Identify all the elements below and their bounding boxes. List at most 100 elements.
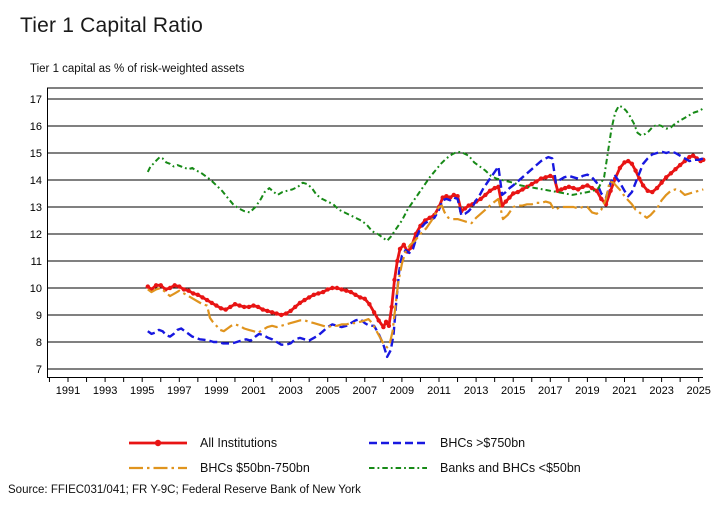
marker-all-institutions (478, 196, 483, 202)
marker-all-institutions (496, 184, 501, 189)
marker-all-institutions (548, 173, 553, 179)
x-tick-label: 1997 (167, 385, 191, 397)
marker-all-institutions (511, 191, 516, 196)
marker-all-institutions (520, 187, 525, 192)
marker-all-institutions (499, 203, 505, 208)
marker-all-institutions (389, 304, 394, 310)
marker-all-institutions (246, 304, 252, 310)
marker-all-institutions (260, 307, 265, 312)
marker-all-institutions (397, 246, 403, 252)
x-tick-label: 2023 (649, 385, 673, 397)
marker-all-institutions (288, 308, 293, 314)
marker-all-institutions (186, 288, 191, 293)
x-tick-label: 2017 (538, 385, 562, 397)
marker-all-institutions (524, 184, 530, 189)
y-tick-label: 15 (30, 148, 42, 160)
marker-all-institutions (677, 162, 683, 168)
marker-all-institutions (311, 292, 316, 297)
marker-all-institutions (650, 189, 655, 195)
legend-item-banks-bhcs-lt-50bn: Banks and BHCs <$50bn (368, 461, 628, 475)
marker-all-institutions (145, 284, 150, 289)
marker-all-institutions (200, 295, 205, 300)
marker-all-institutions (172, 283, 177, 288)
marker-all-institutions (302, 297, 307, 303)
marker-all-institutions (237, 303, 242, 308)
x-tick-label: 2005 (315, 385, 339, 397)
line-all-institutions (146, 154, 704, 329)
x-tick-label: 1991 (56, 385, 80, 397)
y-tick-label: 17 (30, 94, 42, 106)
marker-all-institutions (462, 206, 468, 211)
marker-all-institutions (466, 203, 471, 208)
marker-all-institutions (386, 323, 392, 328)
marker-all-institutions (645, 188, 650, 193)
axes (47, 87, 703, 378)
x-tick-label: 2001 (241, 385, 265, 397)
y-tick-label: 16 (30, 121, 42, 133)
marker-all-institutions (451, 192, 456, 198)
marker-all-institutions (316, 291, 321, 296)
marker-all-institutions (395, 258, 400, 264)
marker-all-institutions (585, 183, 590, 188)
marker-all-institutions (153, 283, 159, 288)
marker-all-institutions (228, 304, 233, 310)
marker-all-institutions (297, 300, 303, 306)
marker-all-institutions (344, 288, 349, 293)
legend-line-sample-bhcs-gt-750bn (369, 441, 427, 444)
marker-all-institutions (255, 304, 261, 310)
legend-item-bhcs-50bn-750bn: BHCs $50bn-750bn (128, 461, 368, 475)
marker-all-institutions (191, 291, 196, 296)
marker-all-institutions (640, 183, 646, 188)
marker-all-institutions (381, 324, 386, 330)
x-tick-label: 2021 (612, 385, 636, 397)
source-note: Source: FFIEC031/041; FR Y-9C; Federal R… (8, 484, 361, 496)
marker-all-institutions (575, 187, 581, 192)
marker-all-institutions (325, 287, 330, 292)
line-banks-bhcs-lt-50bn (146, 104, 704, 242)
legend-line-sample-banks-bhcs-lt-50bn (369, 466, 427, 469)
marker-all-institutions (251, 303, 256, 308)
x-tick-label: 2007 (353, 385, 377, 397)
marker-all-institutions (214, 303, 219, 308)
x-tick-label: 2011 (427, 385, 451, 397)
x-tick-label: 1999 (204, 385, 228, 397)
legend-item-all-institutions: All Institutions (128, 436, 368, 450)
marker-all-institutions (668, 171, 674, 176)
marker-all-institutions (538, 176, 544, 181)
marker-all-institutions (320, 289, 326, 295)
marker-all-institutions (371, 310, 377, 315)
marker-all-institutions (534, 179, 539, 184)
legend-line-sample-bhcs-50bn-750bn (129, 466, 187, 469)
marker-all-institutions (507, 195, 512, 200)
legend-label: BHCs >$750bn (440, 435, 526, 450)
marker-all-institutions (330, 285, 335, 291)
chart-legend: All Institutions BHCs >$750bn BHCs $50bn-7… (128, 430, 628, 480)
marker-all-institutions (559, 187, 564, 192)
x-axis-labels: 1991 1993 1995 1997 1999 2001 2003 2005 2007 2009… (56, 385, 711, 397)
marker-all-institutions (348, 289, 354, 295)
marker-all-institutions (376, 318, 381, 323)
marker-all-institutions (503, 199, 508, 204)
marker-all-institutions (515, 189, 520, 195)
marker-all-institutions (362, 296, 367, 301)
marker-all-institutions (401, 242, 406, 247)
legend-label: All Institutions (200, 435, 278, 450)
marker-all-institutions (529, 181, 534, 187)
marker-all-institutions (622, 160, 627, 165)
legend-label: Banks and BHCs <$50bn (440, 460, 581, 475)
marker-all-institutions (654, 185, 660, 191)
marker-all-institutions (594, 188, 599, 193)
marker-all-institutions (444, 194, 449, 199)
marker-all-institutions (181, 287, 187, 292)
series-bhcs-50bn-750bn (147, 180, 704, 349)
x-tick-label: 2019 (575, 385, 599, 397)
marker-all-institutions (204, 297, 210, 303)
marker-all-institutions (353, 292, 358, 297)
marker-all-institutions (177, 284, 182, 289)
marker-all-institutions (306, 295, 312, 300)
y-tick-label: 8 (36, 337, 42, 349)
marker-all-institutions (279, 312, 284, 318)
marker-all-institutions (195, 292, 200, 297)
x-tick-label: 2025 (686, 385, 710, 397)
